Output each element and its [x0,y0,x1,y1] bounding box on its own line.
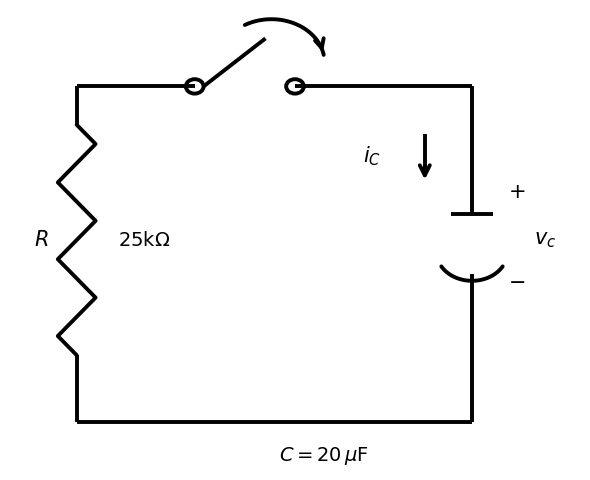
Text: $-$: $-$ [507,271,525,291]
Text: $C = 20\,\mu\mathrm{F}$: $C = 20\,\mu\mathrm{F}$ [280,445,369,467]
Text: $i_C$: $i_C$ [363,144,381,168]
Text: $+$: $+$ [507,182,525,202]
Text: $R$: $R$ [34,230,48,250]
Text: $v_c$: $v_c$ [534,230,556,250]
Text: $25\mathrm{k}\Omega$: $25\mathrm{k}\Omega$ [118,230,171,250]
